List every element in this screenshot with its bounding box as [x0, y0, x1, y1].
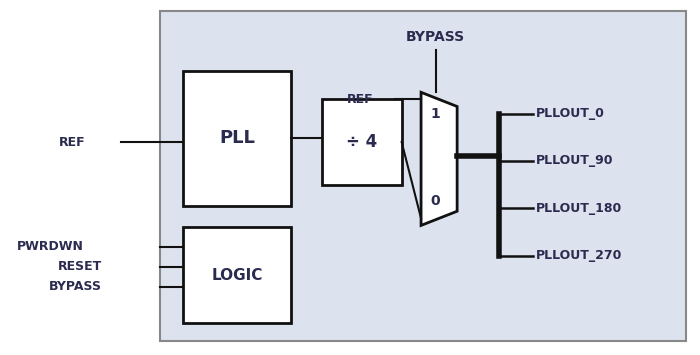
Text: PLLOUT_90: PLLOUT_90 — [536, 154, 614, 167]
Bar — [183, 71, 290, 206]
Text: ÷ 4: ÷ 4 — [346, 133, 377, 151]
Text: REF: REF — [60, 136, 86, 148]
Text: REF: REF — [347, 93, 374, 106]
Bar — [322, 99, 402, 185]
Text: RESET: RESET — [57, 261, 102, 273]
Text: PLL: PLL — [219, 130, 255, 147]
Text: LOGIC: LOGIC — [211, 268, 262, 283]
Text: 0: 0 — [430, 193, 440, 208]
Polygon shape — [421, 92, 457, 225]
Bar — [160, 11, 686, 341]
Text: PLLOUT_0: PLLOUT_0 — [536, 107, 605, 120]
Text: PLLOUT_180: PLLOUT_180 — [536, 202, 622, 215]
Text: 1: 1 — [430, 106, 440, 121]
Text: PLLOUT_270: PLLOUT_270 — [536, 249, 622, 262]
Text: BYPASS: BYPASS — [406, 31, 466, 44]
Text: PWRDWN: PWRDWN — [17, 240, 84, 253]
Text: BYPASS: BYPASS — [49, 280, 102, 293]
Bar — [183, 227, 290, 323]
